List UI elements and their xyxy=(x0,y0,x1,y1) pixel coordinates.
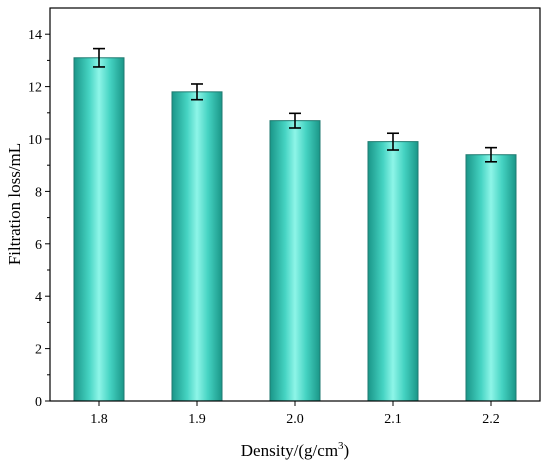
error-bar-1.8 xyxy=(93,47,105,68)
error-bar-2.2 xyxy=(485,146,497,163)
x-tick-label: 2.2 xyxy=(482,412,500,427)
x-tick-label: 2.0 xyxy=(286,412,304,427)
x-tick-label: 2.1 xyxy=(384,412,402,427)
bar-2.0 xyxy=(269,120,321,402)
bar-2.1 xyxy=(367,141,419,402)
y-tick-label: 0 xyxy=(35,395,42,410)
x-axis-title: Density/(g/cm3) xyxy=(241,440,349,460)
bar-2.2 xyxy=(465,154,517,402)
y-tick-label: 6 xyxy=(35,238,42,253)
y-tick-label: 10 xyxy=(28,133,42,148)
y-axis-title: Filtration loss/mL xyxy=(5,143,24,265)
bar-1.8 xyxy=(73,57,125,402)
x-axis-title-superscript: 3 xyxy=(338,440,344,452)
x-tick-label: 1.8 xyxy=(90,412,108,427)
error-bar-2.1 xyxy=(387,132,399,151)
x-axis-ticks: 1.8 1.9 2.0 2.1 2.2 xyxy=(90,401,500,427)
x-tick-label: 1.9 xyxy=(188,412,206,427)
error-bar-1.9 xyxy=(191,83,203,101)
x-axis-title-main: Density/(g/cm xyxy=(241,441,338,460)
bars-group xyxy=(73,57,517,402)
y-tick-label: 8 xyxy=(35,185,42,200)
error-bar-2.0 xyxy=(289,112,301,129)
y-tick-label: 12 xyxy=(28,81,42,96)
bar-1.9 xyxy=(171,91,223,402)
y-tick-label: 2 xyxy=(35,343,42,358)
y-tick-label: 4 xyxy=(35,290,42,305)
y-axis-ticks: 0 2 4 6 8 10 12 14 xyxy=(28,28,50,410)
y-tick-label: 14 xyxy=(28,28,42,43)
x-axis-title-suffix: ) xyxy=(344,441,350,460)
error-bars-group xyxy=(93,47,497,163)
